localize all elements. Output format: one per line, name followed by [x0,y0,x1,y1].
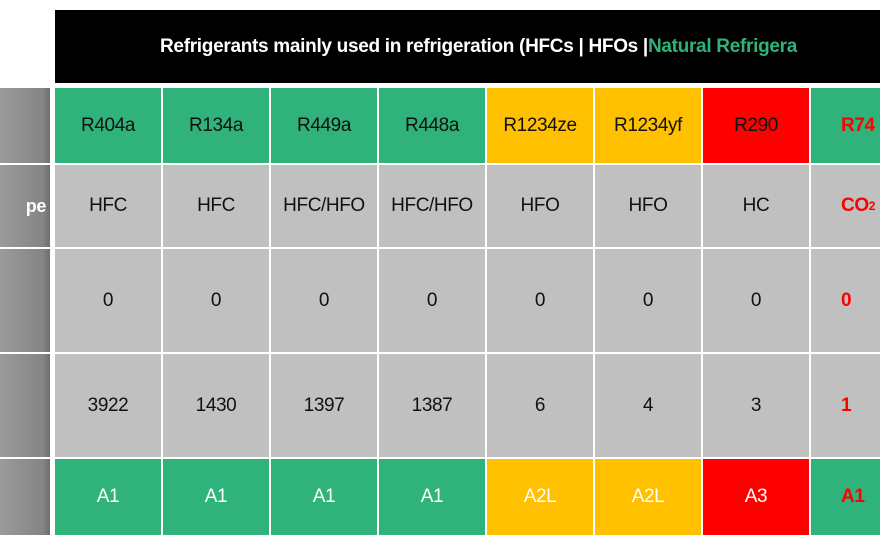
cell-text: 1387 [411,394,453,416]
cell-safety: A1 [271,459,377,535]
cell-text: 3922 [87,394,129,416]
cell-text: HFO [628,195,668,216]
row-header [0,88,50,163]
row-header: pe [0,165,50,247]
cell-text: 0 [534,289,546,311]
cell-name: R1234ze [487,88,593,163]
title-highlight: Natural Refrigera [647,35,797,57]
cell-odp: 0 [55,249,161,352]
cell-name: R404a [55,88,161,163]
cell-text: A1 [312,486,336,507]
cell-odp: 0 [487,249,593,352]
cell-text: R134a [189,114,243,136]
subscript: 2 [868,199,876,213]
cell-text: 0 [426,289,438,311]
cell-type: HFO [595,165,701,247]
cell-text: 0 [318,289,330,311]
cell-text: A1 [204,486,228,507]
title-text: Refrigerants mainly used in refrigeratio… [160,35,648,57]
cell-gwp: 4 [595,354,701,457]
cell-text: 0 [841,289,852,311]
cell-odp: 0 [811,249,880,352]
cell-text: HFC/HFO [283,195,365,216]
title-bar [55,10,880,83]
cell-text: 0 [642,289,654,311]
cell-gwp: 1397 [271,354,377,457]
cell-text: R1234ze [503,114,577,136]
cell-text: 1397 [303,394,345,416]
cell-name: R74 [811,88,880,163]
cell-text: 6 [534,394,546,416]
row-header [0,459,50,535]
cell-text: R74 [841,114,875,136]
cell-gwp: 1430 [163,354,269,457]
row-header [0,249,50,352]
cell-text: A1 [96,486,120,507]
cell-type: HFO [487,165,593,247]
cell-text: A1 [420,486,444,507]
cell-name: R448a [379,88,485,163]
cell-text: HFC [89,195,127,216]
cell-gwp: 3922 [55,354,161,457]
cell-type: HFC/HFO [271,165,377,247]
cell-name: R449a [271,88,377,163]
cell-name: R1234yf [595,88,701,163]
cell-text: R404a [81,114,135,136]
cell-text: HFO [520,195,560,216]
cell-text: 0 [750,289,762,311]
cell-odp: 0 [703,249,809,352]
cell-text: A3 [744,486,768,507]
cell-text: 1430 [195,394,237,416]
cell-odp: 0 [595,249,701,352]
cell-text: A1 [841,486,865,507]
cell-text: HC [742,195,770,216]
cell-name: R290 [703,88,809,163]
cell-text: R448a [405,114,459,136]
cell-text: 4 [642,394,654,416]
cell-text: 1 [841,394,852,416]
cell-type: HFC [55,165,161,247]
cell-text: A2L [631,486,665,507]
cell-safety: A3 [703,459,809,535]
cell-text: 0 [102,289,114,311]
cell-gwp: 1 [811,354,880,457]
cell-safety: A1 [379,459,485,535]
cell-text: HFC/HFO [391,195,473,216]
cell-text: 0 [210,289,222,311]
row-header [0,354,50,457]
cell-type: CO 2 [811,165,880,247]
cell-text: R449a [297,114,351,136]
cell-type: HFC/HFO [379,165,485,247]
cell-text: CO [841,195,869,216]
cell-text: 3 [750,394,762,416]
cell-safety: A2L [595,459,701,535]
cell-odp: 0 [163,249,269,352]
cell-type: HC [703,165,809,247]
cell-text: R1234yf [614,114,682,136]
cell-gwp: 3 [703,354,809,457]
cell-name: R134a [163,88,269,163]
cell-type: HFC [163,165,269,247]
cell-odp: 0 [271,249,377,352]
cell-safety: A2L [487,459,593,535]
cell-safety: A1 [811,459,880,535]
cell-gwp: 1387 [379,354,485,457]
cell-gwp: 6 [487,354,593,457]
cell-text: R290 [734,114,778,136]
cell-text: A2L [523,486,557,507]
cell-safety: A1 [163,459,269,535]
table-title: Refrigerants mainly used in refrigeratio… [160,10,880,83]
cell-odp: 0 [379,249,485,352]
cell-text: HFC [197,195,235,216]
cell-safety: A1 [55,459,161,535]
